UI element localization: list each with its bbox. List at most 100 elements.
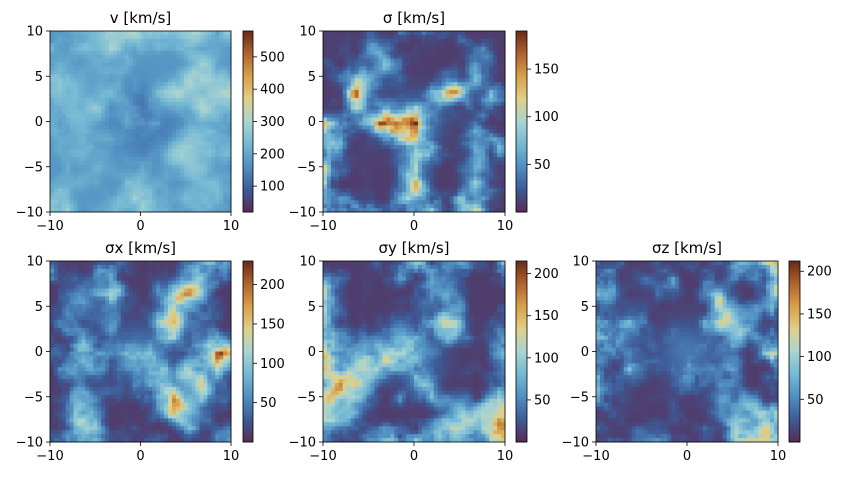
heatmap-cell <box>69 152 75 158</box>
heatmap-cell <box>362 34 368 40</box>
heatmap-cell <box>497 204 502 209</box>
heatmap-cell <box>160 46 165 52</box>
heatmap-cell <box>382 152 387 158</box>
heatmap-cell <box>179 66 185 71</box>
heatmap-cell <box>57 402 63 408</box>
heatmap-cell <box>101 31 106 36</box>
heatmap-cell <box>323 184 328 189</box>
heatmap-cell <box>77 339 82 345</box>
heatmap-cell <box>168 121 173 126</box>
heatmap-cell <box>140 176 145 182</box>
heatmap-cell <box>101 145 106 150</box>
heatmap-cell <box>346 38 352 44</box>
heatmap-cell <box>69 58 75 63</box>
heatmap-cell <box>77 101 82 107</box>
heatmap-cell <box>148 176 153 182</box>
heatmap-cell <box>179 188 185 193</box>
heatmap-cell <box>437 121 443 126</box>
heatmap-cell <box>124 82 130 87</box>
heatmap-cell <box>362 141 368 146</box>
heatmap-cell <box>501 97 506 103</box>
colorbar-segment <box>243 76 253 80</box>
heatmap-cell <box>73 176 79 182</box>
heatmap-cell <box>326 184 332 189</box>
heatmap-cell <box>370 54 375 60</box>
heatmap-cell <box>374 133 379 138</box>
heatmap-cell <box>386 184 391 189</box>
heatmap-cell <box>77 359 82 364</box>
heatmap-cell <box>101 129 106 134</box>
heatmap-cell <box>323 196 328 201</box>
heatmap-cell <box>346 113 352 119</box>
heatmap-cell <box>57 62 63 67</box>
heatmap-cell <box>85 355 90 360</box>
heatmap-cell <box>69 276 75 282</box>
heatmap-cell <box>469 105 474 111</box>
heatmap-cell <box>461 184 466 189</box>
heatmap-cell <box>437 141 443 146</box>
heatmap-cell <box>398 78 403 83</box>
heatmap-cell <box>101 156 106 162</box>
heatmap-cell <box>148 125 153 130</box>
heatmap-cell <box>77 398 82 404</box>
heatmap-cell <box>171 46 177 52</box>
heatmap-cell <box>65 46 71 52</box>
heatmap-cell <box>219 145 224 150</box>
heatmap-cell <box>433 66 439 71</box>
heatmap-cell <box>433 133 439 138</box>
heatmap-cell <box>128 117 134 122</box>
heatmap-cell <box>156 86 161 91</box>
heatmap-cell <box>171 204 177 209</box>
heatmap-cell <box>378 184 383 189</box>
heatmap-cell <box>65 296 71 301</box>
heatmap-cell <box>109 121 114 126</box>
heatmap-cell <box>140 109 145 115</box>
heatmap-cell <box>152 58 157 63</box>
heatmap-cell <box>97 93 102 99</box>
heatmap-cell <box>112 62 118 67</box>
heatmap-cell <box>203 70 208 75</box>
heatmap-cell <box>89 62 94 67</box>
heatmap-cell <box>73 316 79 321</box>
heatmap-cell <box>187 152 193 158</box>
heatmap-cell <box>394 188 399 193</box>
heatmap-cell <box>199 133 204 138</box>
heatmap-cell <box>116 42 122 48</box>
heatmap-cell <box>89 264 94 270</box>
heatmap-cell <box>77 331 82 337</box>
heatmap-cell <box>187 50 193 56</box>
heatmap-cell <box>69 438 75 443</box>
heatmap-cell <box>160 74 165 79</box>
heatmap-cell <box>215 141 220 146</box>
heatmap-cell <box>207 38 212 44</box>
heatmap-cell <box>223 125 228 130</box>
heatmap-cell <box>465 196 470 201</box>
colorbar-segment <box>516 67 527 71</box>
heatmap-cell <box>465 93 470 99</box>
heatmap-cell <box>144 168 149 174</box>
heatmap-cell <box>219 160 224 166</box>
heatmap-cell <box>457 129 462 134</box>
heatmap-cell <box>168 129 173 134</box>
heatmap-cell <box>61 410 67 415</box>
heatmap-cell <box>57 406 63 412</box>
heatmap-cell <box>366 50 371 56</box>
heatmap-cell <box>374 101 379 107</box>
heatmap-cell <box>485 34 490 40</box>
heatmap-cell <box>481 125 486 130</box>
heatmap-cell <box>433 141 439 146</box>
heatmap-cell <box>433 46 439 52</box>
heatmap-cell <box>101 141 106 146</box>
heatmap-cell <box>461 62 466 67</box>
heatmap-cell <box>120 70 126 75</box>
heatmap-cell <box>223 34 228 40</box>
heatmap-cell <box>136 66 141 71</box>
heatmap-cell <box>89 208 94 213</box>
heatmap-cell <box>326 172 332 178</box>
heatmap-cell <box>485 160 490 166</box>
heatmap-cell <box>57 434 63 439</box>
heatmap-cell <box>453 149 459 154</box>
heatmap-cell <box>390 176 395 182</box>
heatmap-cell <box>50 90 55 95</box>
heatmap-cell <box>152 113 157 119</box>
